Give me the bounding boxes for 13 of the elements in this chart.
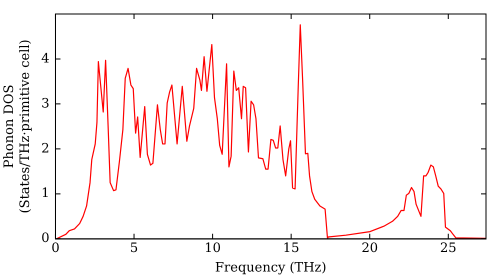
x-axis-title: Frequency (THz) bbox=[215, 260, 326, 276]
x-tick-label: 25 bbox=[440, 240, 457, 256]
y-tick-label: 3 bbox=[41, 96, 50, 112]
x-tick-label: 10 bbox=[204, 240, 221, 256]
y-tick-label: 2 bbox=[41, 141, 50, 156]
x-tick-label: 5 bbox=[130, 240, 138, 256]
x-tick-label: 20 bbox=[361, 240, 378, 256]
y-axis-title: Phonon DOS (States/THz·primitive cell) bbox=[2, 39, 33, 214]
x-tick-label: 15 bbox=[282, 240, 300, 256]
y-tick-label: 4 bbox=[41, 51, 50, 66]
y-tick-label: 0 bbox=[41, 231, 50, 246]
y-tick-label: 1 bbox=[41, 186, 50, 202]
x-tick-label: 0 bbox=[51, 240, 60, 256]
